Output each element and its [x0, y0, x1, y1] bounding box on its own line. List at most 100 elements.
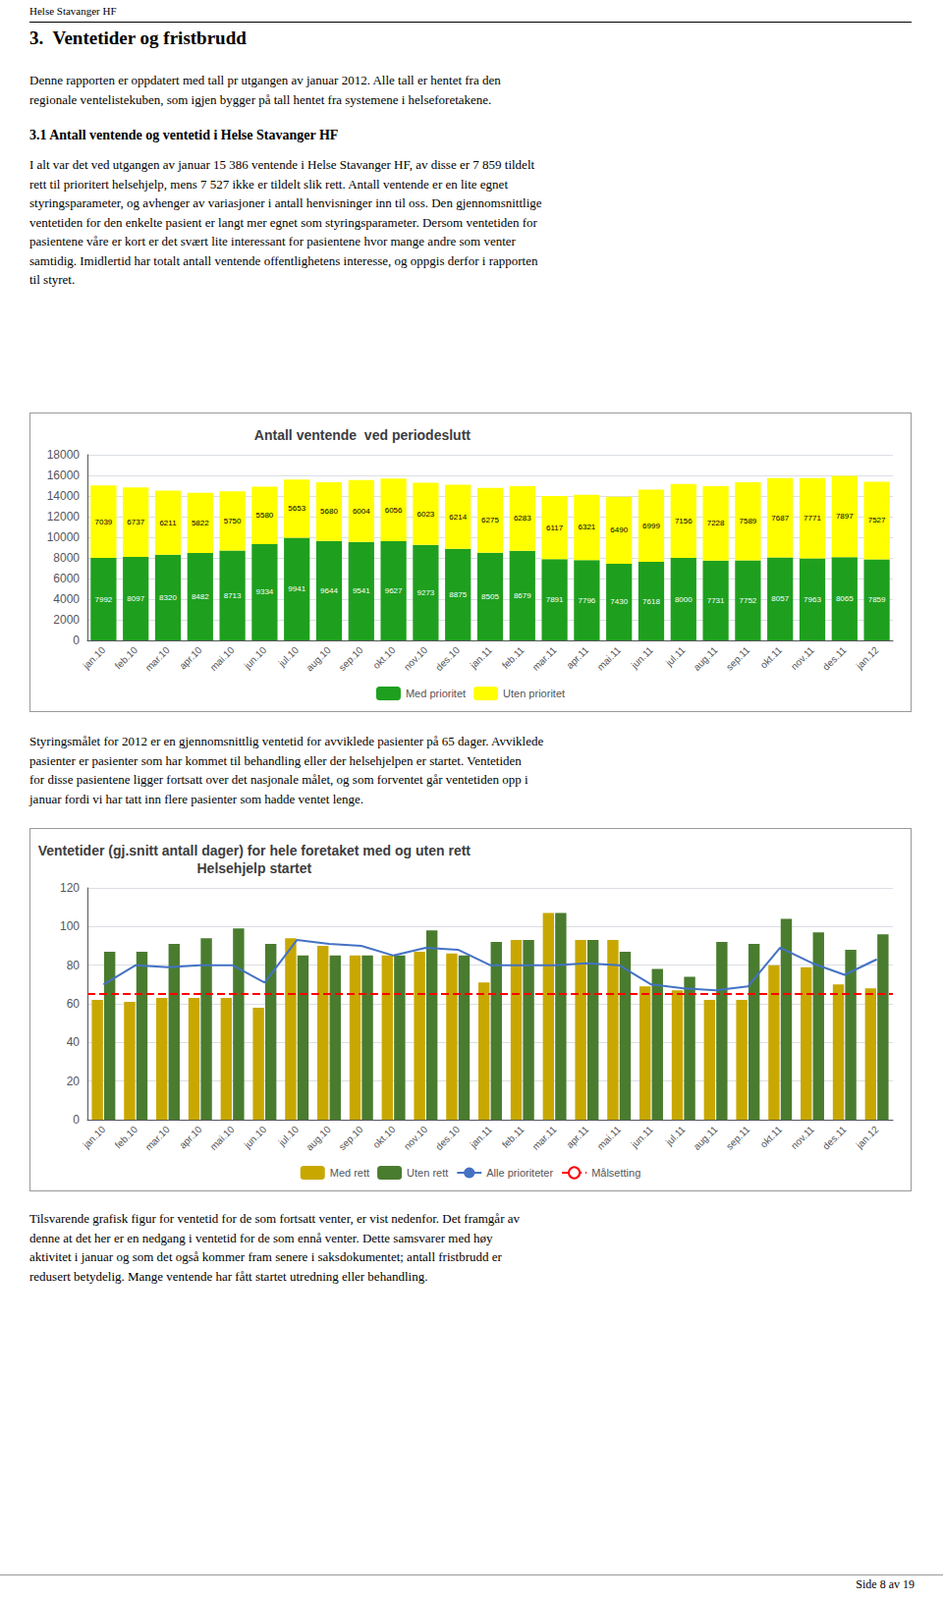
svg-text:okt.10: okt.10 [370, 644, 397, 671]
svg-text:7618: 7618 [642, 597, 661, 607]
svg-text:5653: 5653 [287, 503, 306, 513]
svg-text:0: 0 [72, 633, 80, 648]
svg-text:7859: 7859 [868, 595, 887, 605]
svg-text:7228: 7228 [707, 518, 725, 528]
svg-text:7752: 7752 [739, 596, 758, 606]
svg-text:8713: 8713 [223, 591, 242, 601]
svg-text:7589: 7589 [739, 516, 758, 526]
svg-text:jul.10: jul.10 [276, 1123, 302, 1150]
svg-text:jan.10: jan.10 [80, 1123, 109, 1152]
svg-text:7731: 7731 [707, 596, 725, 606]
svg-text:60: 60 [66, 997, 81, 1011]
svg-text:nov.11: nov.11 [788, 644, 817, 672]
svg-text:feb.10: feb.10 [112, 1123, 141, 1152]
svg-text:6275: 6275 [481, 515, 500, 525]
svg-text:jan.10: jan.10 [80, 644, 109, 672]
svg-text:7796: 7796 [578, 596, 597, 606]
svg-text:jul.11: jul.11 [663, 1123, 688, 1149]
svg-text:5750: 5750 [223, 516, 242, 526]
svg-text:14000: 14000 [47, 489, 81, 503]
svg-text:6490: 6490 [610, 525, 628, 535]
svg-text:7992: 7992 [95, 595, 113, 605]
svg-text:des.11: des.11 [820, 644, 849, 673]
svg-text:Helsehjelp startet: Helsehjelp startet [196, 860, 312, 877]
svg-text:7430: 7430 [610, 597, 628, 607]
svg-text:0: 0 [72, 1112, 80, 1127]
svg-text:apr.10: apr.10 [176, 1123, 205, 1152]
svg-text:mar.11: mar.11 [530, 644, 559, 673]
svg-text:6023: 6023 [417, 509, 436, 519]
svg-text:Målsetting: Målsetting [591, 1166, 641, 1179]
svg-text:6737: 6737 [126, 517, 145, 527]
svg-text:7963: 7963 [803, 595, 822, 605]
svg-text:aug.11: aug.11 [691, 644, 721, 673]
svg-text:7039: 7039 [95, 517, 113, 527]
svg-text:6004: 6004 [352, 506, 371, 516]
svg-text:6000: 6000 [53, 571, 80, 586]
svg-text:des.11: des.11 [820, 1123, 849, 1153]
svg-text:aug.10: aug.10 [304, 1123, 334, 1154]
svg-text:nov.11: nov.11 [788, 1123, 817, 1152]
svg-text:8875: 8875 [448, 590, 467, 600]
svg-text:aug.10: aug.10 [304, 644, 334, 674]
svg-text:Uten rett: Uten rett [406, 1166, 448, 1179]
svg-text:9273: 9273 [417, 588, 436, 598]
svg-text:8065: 8065 [835, 594, 854, 604]
svg-text:8482: 8482 [191, 592, 210, 602]
svg-text:7891: 7891 [546, 595, 564, 605]
svg-text:mai.10: mai.10 [208, 644, 237, 673]
svg-text:jan.11: jan.11 [467, 1123, 496, 1152]
svg-text:mar.10: mar.10 [143, 1123, 173, 1154]
svg-text:apr.10: apr.10 [176, 644, 205, 672]
svg-text:nov.10: nov.10 [401, 1123, 431, 1153]
svg-text:sep.11: sep.11 [723, 1123, 753, 1153]
svg-text:8320: 8320 [159, 593, 177, 603]
svg-text:7156: 7156 [674, 516, 693, 526]
svg-text:jul.10: jul.10 [276, 644, 302, 670]
svg-text:6211: 6211 [159, 518, 177, 528]
svg-text:120: 120 [59, 881, 80, 895]
svg-text:9627: 9627 [385, 586, 403, 596]
svg-text:18000: 18000 [47, 447, 81, 462]
svg-text:Med prioritet: Med prioritet [405, 687, 466, 700]
svg-text:80: 80 [66, 958, 81, 973]
svg-text:8000: 8000 [674, 595, 693, 605]
svg-text:jun.11: jun.11 [628, 1123, 657, 1152]
svg-text:okt.11: okt.11 [758, 1123, 785, 1151]
svg-text:6117: 6117 [546, 523, 564, 533]
svg-text:6214: 6214 [448, 512, 467, 522]
svg-text:Med rett: Med rett [330, 1166, 370, 1179]
svg-text:sep.10: sep.10 [336, 644, 366, 673]
svg-text:feb.10: feb.10 [112, 644, 141, 672]
svg-text:6321: 6321 [578, 522, 597, 532]
svg-text:jun.11: jun.11 [628, 644, 657, 672]
svg-text:9941: 9941 [287, 584, 306, 594]
svg-text:aug.11: aug.11 [691, 1123, 721, 1153]
svg-text:Antall ventende ved periodesl: Antall ventende ved periodeslutt [254, 427, 471, 444]
svg-text:5680: 5680 [320, 506, 338, 516]
svg-text:6999: 6999 [642, 521, 661, 531]
svg-text:7687: 7687 [771, 513, 789, 523]
svg-text:jun.10: jun.10 [241, 1123, 270, 1152]
svg-text:100: 100 [59, 919, 80, 934]
svg-text:4000: 4000 [53, 592, 80, 607]
svg-text:8057: 8057 [771, 594, 789, 604]
svg-text:9541: 9541 [352, 586, 371, 596]
svg-text:jan.12: jan.12 [853, 1123, 882, 1152]
svg-text:sep.10: sep.10 [336, 1123, 366, 1153]
svg-text:8097: 8097 [126, 594, 145, 604]
svg-text:12000: 12000 [47, 509, 81, 524]
svg-text:40: 40 [66, 1035, 81, 1050]
svg-text:jan.11: jan.11 [467, 644, 496, 672]
svg-text:mar.11: mar.11 [530, 1123, 559, 1153]
svg-text:mai.10: mai.10 [208, 1123, 237, 1153]
svg-text:apr.11: apr.11 [563, 1123, 591, 1151]
svg-text:10000: 10000 [47, 530, 81, 545]
svg-text:mai.11: mai.11 [595, 1123, 624, 1153]
svg-text:feb.11: feb.11 [499, 1123, 527, 1151]
svg-text:5822: 5822 [191, 518, 210, 528]
svg-text:jul.11: jul.11 [663, 644, 688, 669]
svg-text:mai.11: mai.11 [595, 644, 624, 673]
svg-text:sep.11: sep.11 [723, 644, 753, 673]
svg-text:jan.12: jan.12 [853, 644, 882, 672]
